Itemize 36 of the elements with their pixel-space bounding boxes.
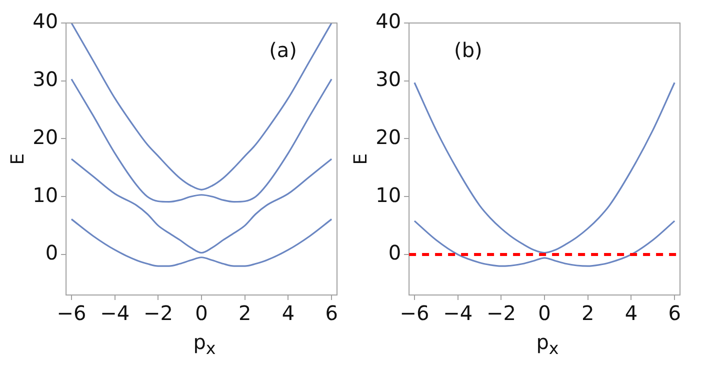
line-series xyxy=(70,158,332,254)
x-tick-label: −6 xyxy=(400,301,430,326)
x-tick-label: 2 xyxy=(582,301,594,326)
y-tick-label: 0 xyxy=(388,240,402,265)
line-series xyxy=(414,82,676,254)
y-axis-title: E xyxy=(350,153,372,165)
x-tick-label: −6 xyxy=(56,301,86,326)
y-tick-label: 0 xyxy=(45,240,58,265)
line-series xyxy=(414,220,676,267)
x-tick-label: 2 xyxy=(238,301,252,326)
x-axis-title: p$_{x}$ xyxy=(535,330,560,360)
y-tick-label: 10 xyxy=(376,182,402,207)
y-axis-title: E xyxy=(7,153,28,165)
y-tick-label: 20 xyxy=(376,124,402,149)
y-tick-label: 30 xyxy=(32,67,58,92)
x-tick-label: 0 xyxy=(195,301,208,326)
y-tick-label: 20 xyxy=(32,124,58,149)
x-axis-title: p$_{x}$ xyxy=(192,330,217,360)
x-tick-label: 4 xyxy=(282,301,295,326)
y-tick-label: 30 xyxy=(376,67,402,92)
y-tick-label: 40 xyxy=(376,9,402,34)
annotation: (b) xyxy=(454,38,482,62)
line-series xyxy=(70,23,332,190)
y-tick-label: 10 xyxy=(32,182,58,207)
annotation: (a) xyxy=(269,38,297,62)
x-tick-label: 4 xyxy=(624,301,638,326)
x-tick-label: −4 xyxy=(100,301,130,326)
line-series xyxy=(70,218,332,267)
x-tick-label: −2 xyxy=(486,301,516,326)
x-tick-label: −2 xyxy=(143,301,173,326)
x-tick-label: 6 xyxy=(668,301,681,326)
line-series xyxy=(70,78,332,203)
y-tick-label: 40 xyxy=(32,9,58,34)
x-tick-label: 6 xyxy=(325,301,338,326)
x-tick-label: −4 xyxy=(443,301,473,326)
x-tick-label: 0 xyxy=(538,301,551,326)
